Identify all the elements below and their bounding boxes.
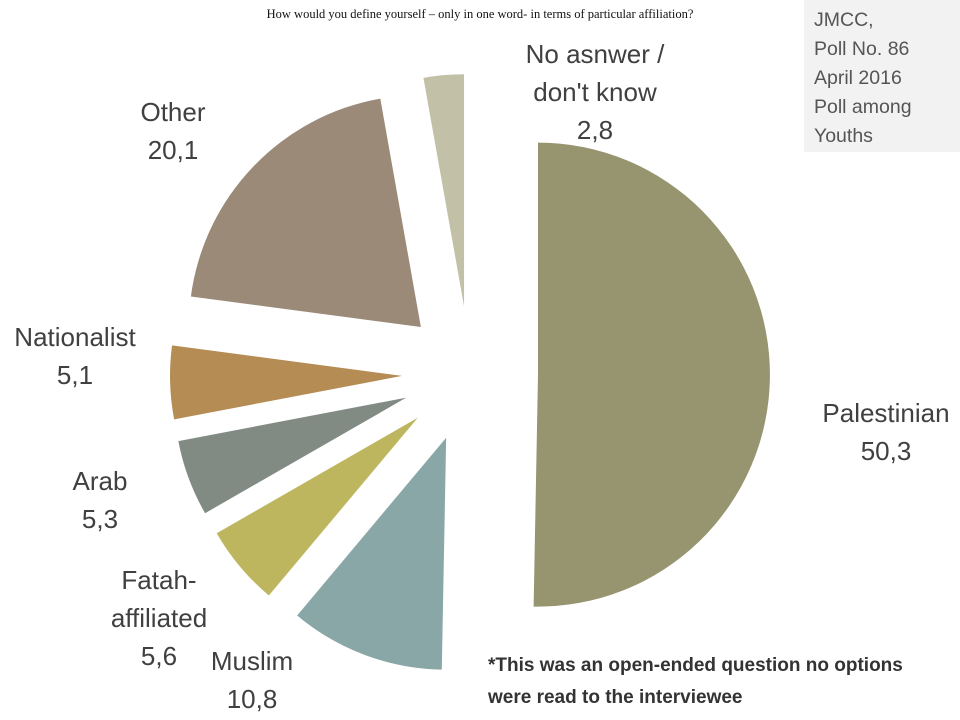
label-name: Palestinian bbox=[822, 398, 950, 428]
source-line: Poll among bbox=[814, 96, 912, 118]
label-value: 50,3 bbox=[860, 436, 912, 466]
footnote: *This was an open-ended question no opti… bbox=[488, 650, 903, 714]
label-name: Other bbox=[140, 97, 206, 127]
label-name: affiliated bbox=[110, 603, 208, 633]
label-name: Nationalist bbox=[14, 322, 136, 352]
pie-slice-muslim bbox=[297, 437, 447, 670]
label-fatah: Fatah- affiliated 5,6 bbox=[92, 561, 226, 675]
pie-slice-no-asnwer-don-t-know bbox=[423, 74, 465, 307]
pie-slice-other bbox=[190, 98, 421, 327]
label-other: Other 20,1 bbox=[118, 93, 228, 169]
source-line: Poll No. 86 bbox=[814, 38, 910, 60]
chart-title: How would you define yourself – only in … bbox=[266, 7, 694, 21]
label-name: Arab bbox=[72, 466, 128, 496]
label-value: 20,1 bbox=[147, 135, 199, 165]
pie-slice-arab bbox=[178, 397, 407, 514]
pie-slice-nationalist bbox=[170, 345, 403, 420]
source-line: Youths bbox=[814, 125, 873, 147]
label-palestinian: Palestinian 50,3 bbox=[806, 394, 960, 470]
label-name: don't know bbox=[533, 77, 657, 107]
footnote-line: *This was an open-ended question no opti… bbox=[488, 655, 903, 676]
label-value: 5,3 bbox=[81, 504, 119, 534]
label-name: No asnwer / bbox=[525, 39, 665, 69]
source-box: JMCC, Poll No. 86 April 2016 Poll among … bbox=[804, 0, 960, 152]
label-no-answer: No asnwer / don't know 2,8 bbox=[500, 35, 690, 149]
label-muslim: Muslim 10,8 bbox=[192, 642, 312, 718]
label-value: 5,1 bbox=[56, 360, 94, 390]
label-value: 10,8 bbox=[226, 684, 278, 714]
label-value: 2,8 bbox=[576, 115, 614, 145]
pie-slice-palestinian bbox=[533, 142, 770, 607]
label-value: 5,6 bbox=[140, 641, 178, 671]
pie-slice-fatah-affiliated bbox=[216, 417, 418, 596]
label-name: Fatah- bbox=[121, 565, 197, 595]
label-nationalist: Nationalist 5,1 bbox=[0, 318, 150, 394]
label-arab: Arab 5,3 bbox=[50, 462, 150, 538]
footnote-line: were read to the interviewee bbox=[488, 687, 743, 708]
source-line: JMCC, bbox=[814, 9, 874, 31]
source-line: April 2016 bbox=[814, 67, 902, 89]
label-name: Muslim bbox=[210, 646, 294, 676]
